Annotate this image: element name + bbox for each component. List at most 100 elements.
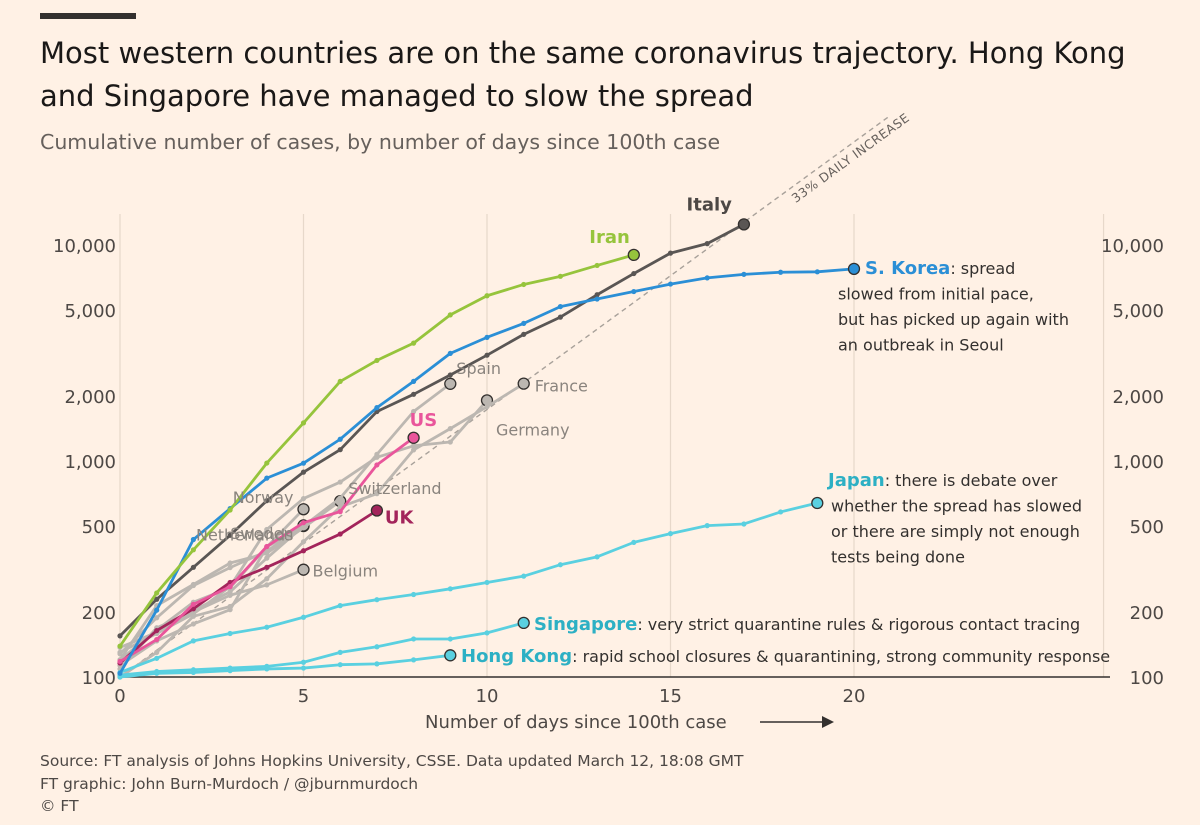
data-point bbox=[484, 579, 490, 586]
data-point bbox=[337, 447, 343, 453]
series-labels: Italy Iran US UK Spain France Germany Switzerla… bbox=[196, 194, 1110, 667]
data-point bbox=[594, 296, 600, 302]
x-tick-label: 10 bbox=[476, 686, 499, 707]
data-point bbox=[227, 532, 233, 538]
data-point bbox=[374, 451, 380, 457]
data-point bbox=[337, 649, 343, 655]
data-point bbox=[300, 539, 307, 545]
y-axis-ticks: 100 100 200 200 500 500 1,000 1,000 2,000 2,000 5,… bbox=[53, 236, 1164, 689]
credit-text: FT graphic: John Burn-Murdoch / @jburnmu… bbox=[40, 774, 419, 793]
annotation-s-korea: S. Korea: spread slowed from initial pace… bbox=[838, 258, 1069, 355]
data-point bbox=[704, 275, 710, 281]
annotation-name-singapore: Singapore bbox=[534, 614, 637, 635]
annotation-note-line: : rapid school closures & quarantining, … bbox=[572, 647, 1110, 666]
x-axis-label: Number of days since 100th case bbox=[425, 712, 727, 733]
y-tick-label-right: 200 bbox=[1130, 603, 1164, 624]
data-point bbox=[557, 303, 564, 310]
annotation-hong-kong: Hong Kong: rapid school closures & quara… bbox=[461, 646, 1110, 667]
series-label-germany: Germany bbox=[496, 420, 570, 439]
series-label-belgium: Belgium bbox=[313, 562, 379, 581]
data-point bbox=[411, 408, 417, 415]
data-point bbox=[374, 462, 380, 468]
data-point bbox=[190, 564, 196, 570]
data-point bbox=[264, 576, 270, 582]
series-uk bbox=[117, 504, 384, 666]
data-point bbox=[264, 624, 270, 630]
source-text: Source: FT analysis of Johns Hopkins Uni… bbox=[40, 752, 744, 770]
data-point bbox=[300, 520, 307, 526]
data-point bbox=[300, 548, 307, 554]
data-point bbox=[484, 352, 490, 358]
data-point bbox=[557, 273, 564, 279]
x-tick-label: 0 bbox=[114, 686, 125, 707]
annotation-name-japan: Japan bbox=[826, 470, 885, 491]
series-japan bbox=[117, 496, 824, 676]
data-point bbox=[411, 391, 417, 397]
data-point bbox=[484, 334, 490, 340]
data-point bbox=[447, 636, 453, 642]
data-point bbox=[411, 378, 417, 384]
series-layer bbox=[117, 218, 861, 680]
data-point bbox=[117, 649, 123, 655]
data-point bbox=[337, 378, 343, 385]
y-tick-label-right: 10,000 bbox=[1101, 236, 1164, 257]
data-point bbox=[154, 636, 160, 643]
data-point bbox=[557, 562, 564, 568]
end-marker-japan bbox=[811, 496, 824, 510]
data-point bbox=[337, 436, 343, 442]
y-tick-label-right: 500 bbox=[1130, 517, 1164, 538]
data-point bbox=[117, 633, 123, 639]
data-point bbox=[447, 350, 453, 356]
series-belgium bbox=[117, 563, 310, 672]
x-axis-arrow-head bbox=[822, 716, 834, 728]
series-line-singapore bbox=[119, 621, 525, 677]
data-point bbox=[411, 340, 417, 346]
data-point bbox=[667, 531, 674, 537]
series-us bbox=[117, 431, 420, 665]
data-point bbox=[594, 262, 600, 269]
annotation-name-s-korea: S. Korea bbox=[865, 258, 950, 279]
data-point bbox=[814, 269, 820, 275]
data-point bbox=[154, 649, 160, 655]
data-point bbox=[117, 658, 123, 665]
data-point bbox=[447, 372, 453, 378]
chart-subtitle: Cumulative number of cases, by number of… bbox=[40, 130, 721, 154]
end-marker-us bbox=[407, 431, 420, 444]
annotation-note-line: or there are simply not enough bbox=[831, 522, 1080, 541]
data-point bbox=[374, 661, 380, 667]
data-point bbox=[521, 573, 527, 579]
series-label-italy: Italy bbox=[687, 194, 733, 215]
data-point bbox=[227, 603, 233, 610]
data-point bbox=[594, 292, 600, 298]
annotation-note-line: slowed from initial pace, bbox=[838, 285, 1034, 304]
end-marker-singapore bbox=[517, 616, 530, 630]
source-notes: Source: FT analysis of Johns Hopkins Uni… bbox=[40, 750, 743, 818]
end-marker-uk bbox=[370, 504, 384, 517]
series-line-italy bbox=[119, 223, 745, 637]
y-tick-label-right: 5,000 bbox=[1112, 301, 1164, 322]
y-tick-label-left: 5,000 bbox=[64, 301, 116, 322]
data-point bbox=[154, 655, 160, 661]
data-point bbox=[374, 597, 380, 603]
data-point bbox=[227, 665, 233, 671]
data-point bbox=[521, 320, 527, 327]
series-label-netherlands: Netherlands bbox=[196, 525, 294, 544]
data-point bbox=[190, 638, 196, 644]
series-france bbox=[117, 377, 530, 680]
data-point bbox=[300, 495, 307, 502]
data-point bbox=[227, 507, 233, 513]
annotation-japan: Japan: there is debate over whether the s… bbox=[826, 470, 1082, 567]
reference-line-label: 33% DAILY INCREASE bbox=[789, 110, 913, 206]
data-point bbox=[337, 495, 343, 501]
data-point bbox=[374, 491, 380, 497]
y-tick-label-left: 200 bbox=[82, 603, 116, 624]
data-point bbox=[300, 469, 307, 475]
series-singapore bbox=[117, 616, 530, 678]
x-tick-label: 20 bbox=[843, 686, 866, 707]
data-point bbox=[190, 601, 196, 607]
data-point bbox=[484, 630, 490, 636]
data-point bbox=[117, 643, 123, 649]
data-point bbox=[411, 591, 417, 598]
end-marker-iran bbox=[627, 248, 640, 262]
data-point bbox=[300, 460, 307, 466]
